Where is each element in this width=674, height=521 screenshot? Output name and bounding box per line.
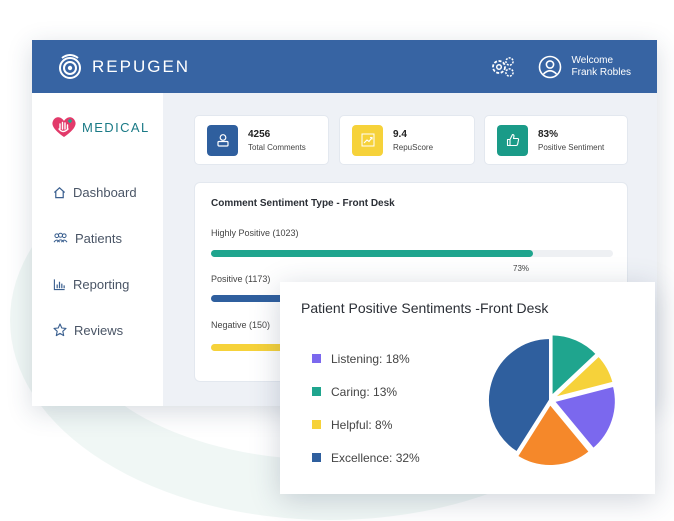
brand[interactable]: REPUGEN bbox=[56, 53, 190, 81]
legend-label: Listening: 18% bbox=[331, 351, 410, 366]
stat-label: Positive Sentiment bbox=[538, 142, 605, 152]
legend-swatch bbox=[312, 420, 321, 429]
bar-label-positive: Positive (1173) bbox=[211, 274, 271, 284]
stat-value: 4256 bbox=[248, 128, 271, 140]
card-title: Comment Sentiment Type - Front Desk bbox=[211, 198, 395, 209]
legend-swatch bbox=[312, 354, 321, 363]
legend-label: Helpful: 8% bbox=[331, 417, 393, 432]
top-bar: REPUGEN Welcome Fra bbox=[32, 40, 657, 93]
star-icon bbox=[53, 323, 67, 337]
users-icon bbox=[53, 232, 68, 243]
welcome-username: Frank Robles bbox=[571, 66, 631, 78]
pie-slice-other bbox=[515, 402, 592, 467]
stat-icon-box bbox=[352, 124, 383, 156]
repugen-logo-icon bbox=[59, 53, 81, 79]
pie-slice-listening bbox=[552, 384, 617, 451]
stat-value: 83% bbox=[538, 128, 559, 140]
legend-item: Caring: 13% bbox=[312, 375, 420, 408]
stat-card-repuscore[interactable]: 9.4 RepuScore bbox=[339, 115, 475, 165]
home-icon bbox=[53, 186, 66, 198]
legend-item: Excellence: 32% bbox=[312, 441, 420, 474]
legend-item: Listening: 18% bbox=[312, 342, 420, 375]
stat-label: RepuScore bbox=[393, 142, 434, 152]
trend-up-icon bbox=[361, 133, 374, 147]
legend-label: Caring: 13% bbox=[331, 384, 398, 399]
sidebar-item-reviews[interactable]: Reviews bbox=[32, 307, 163, 353]
legend-swatch bbox=[312, 387, 321, 396]
medical-logo: MEDICAL bbox=[32, 115, 163, 139]
sidebar: MEDICAL Dashboard Patients Reporting Rev… bbox=[32, 93, 163, 406]
bar-fill-negative bbox=[211, 344, 332, 351]
stat-value: 9.4 bbox=[393, 128, 407, 140]
org-name: MEDICAL bbox=[82, 119, 150, 135]
settings-gears-icon[interactable] bbox=[490, 55, 516, 79]
legend-item: Helpful: 8% bbox=[312, 408, 420, 441]
brand-name: REPUGEN bbox=[92, 56, 191, 76]
pie-slice-caring bbox=[550, 333, 599, 399]
heart-hand-icon bbox=[52, 117, 76, 137]
pie-slice-excellence bbox=[487, 336, 551, 454]
bar-label-negative: Negative (150) bbox=[211, 320, 271, 330]
stat-label: Total Comments bbox=[248, 142, 306, 152]
welcome-text: Welcome Frank Robles bbox=[572, 55, 631, 79]
sidebar-item-label: Reporting bbox=[73, 276, 130, 292]
sidebar-item-label: Reviews bbox=[74, 322, 124, 338]
user-menu[interactable]: Welcome Frank Robles bbox=[538, 55, 631, 79]
stat-card-total-comments[interactable]: 4256 Total Comments bbox=[194, 115, 329, 165]
bar-chart-icon bbox=[53, 278, 65, 290]
pie-chart-title: Patient Positive Sentiments -Front Desk bbox=[301, 300, 549, 316]
legend-swatch bbox=[312, 453, 321, 462]
bar-percent: 73% bbox=[513, 264, 530, 273]
pie-slice-helpful bbox=[552, 354, 615, 400]
stat-card-positive-sentiment[interactable]: 83% Positive Sentiment bbox=[484, 115, 628, 165]
pie-chart bbox=[487, 333, 617, 467]
legend-label: Excellence: 32% bbox=[331, 450, 420, 465]
sidebar-item-label: Patients bbox=[75, 230, 122, 246]
pie-legend: Listening: 18% Caring: 13% Helpful: 8% E… bbox=[312, 342, 420, 474]
pie-chart-card: Patient Positive Sentiments -Front Desk … bbox=[280, 282, 655, 494]
bar-fill-highly-positive bbox=[211, 250, 533, 257]
user-avatar-icon bbox=[538, 55, 561, 78]
sidebar-item-label: Dashboard bbox=[73, 184, 137, 200]
stat-icon-box bbox=[497, 124, 528, 156]
sidebar-item-patients[interactable]: Patients bbox=[32, 215, 163, 261]
thumbs-up-icon bbox=[506, 133, 519, 147]
sidebar-item-reporting[interactable]: Reporting bbox=[32, 261, 163, 307]
welcome-greeting: Welcome bbox=[571, 54, 614, 66]
stat-icon-box bbox=[207, 124, 238, 156]
sidebar-item-dashboard[interactable]: Dashboard bbox=[32, 169, 163, 215]
bar-label-highly-positive: Highly Positive (1023) bbox=[211, 228, 299, 238]
user-icon bbox=[216, 134, 229, 147]
bar-track bbox=[211, 250, 613, 257]
